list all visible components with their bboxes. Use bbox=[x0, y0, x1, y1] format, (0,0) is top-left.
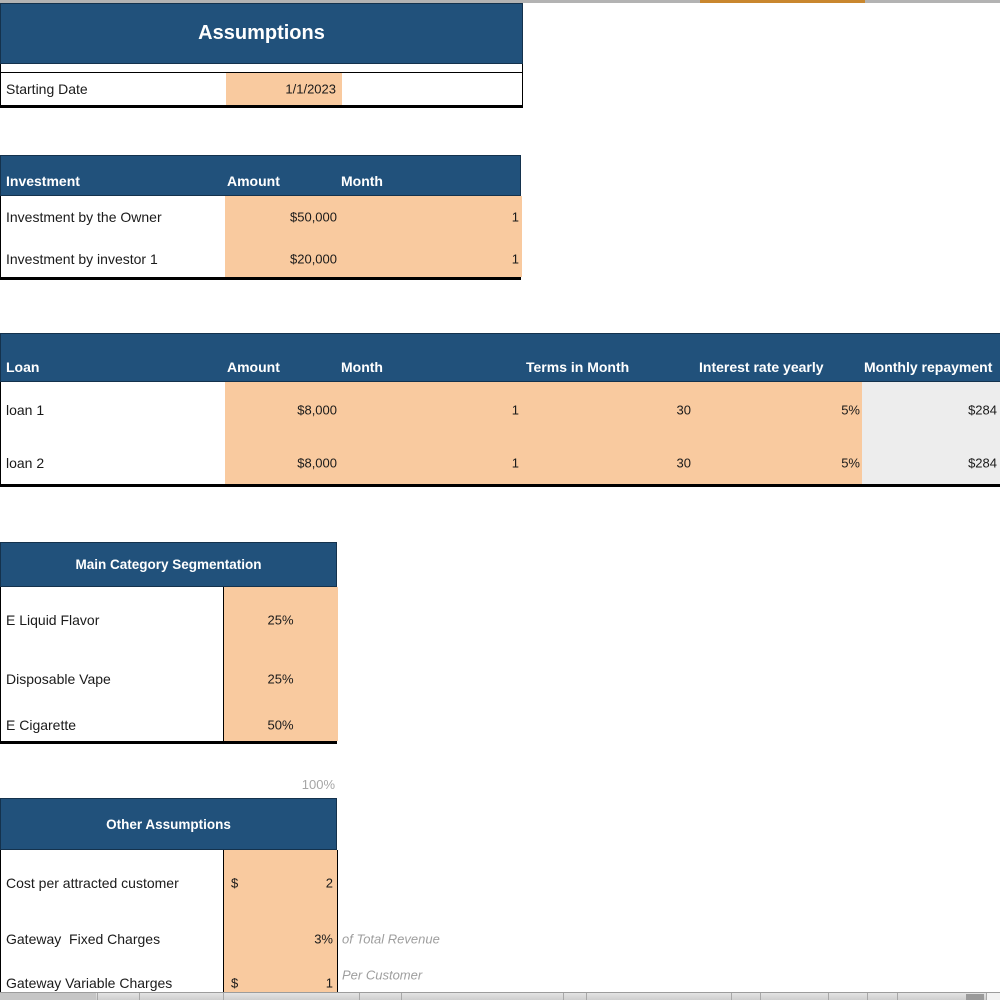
other-assumptions-title: Other Assumptions bbox=[106, 816, 231, 832]
loan-row-label[interactable]: loan 1 bbox=[6, 402, 45, 418]
segmentation-header: Main Category Segmentation bbox=[0, 542, 337, 587]
bottom-scroll-strip[interactable] bbox=[0, 992, 1000, 1000]
bottom-strip-right-tab bbox=[986, 993, 1000, 1000]
investment-month-cell[interactable]: 1 bbox=[511, 209, 519, 225]
segmentation-body: E Liquid Flavor 25% Disposable Vape 25% … bbox=[0, 587, 338, 744]
bottom-strip-thumb[interactable] bbox=[966, 994, 984, 1000]
loan-input-region bbox=[225, 382, 862, 484]
loan-amount-cell[interactable]: $8,000 bbox=[297, 455, 337, 470]
other-assumptions-header: Other Assumptions bbox=[0, 798, 337, 850]
investment-col-month: Month bbox=[341, 173, 383, 189]
loan-col-rate: Interest rate yearly bbox=[699, 359, 824, 375]
other-assumption-label[interactable]: Gateway Fixed Charges bbox=[6, 930, 161, 947]
loan-amount-cell[interactable]: $8,000 bbox=[297, 402, 337, 418]
starting-date-value[interactable]: 1/1/2023 bbox=[285, 81, 336, 97]
other-assumption-note: Per Customer bbox=[342, 967, 423, 983]
other-assumption-label[interactable]: Gateway Variable Charges bbox=[6, 975, 173, 991]
loan-row-label[interactable]: loan 2 bbox=[6, 454, 45, 471]
other-assumption-value-cell[interactable]: 3% bbox=[314, 931, 333, 946]
segmentation-percent-cell[interactable]: 50% bbox=[267, 717, 294, 732]
starting-date-label[interactable]: Starting Date bbox=[6, 81, 88, 97]
loan-col-amount: Amount bbox=[227, 359, 280, 375]
investment-header: Investment Amount Month bbox=[0, 155, 521, 196]
other-assumption-row: Gateway Fixed Charges 3% of Total Revenu… bbox=[1, 915, 440, 962]
investment-row: Investment by investor 1 $20,000 1 bbox=[1, 238, 520, 280]
segmentation-row-label[interactable]: E Liquid Flavor bbox=[6, 612, 100, 628]
assumptions-header: Assumptions bbox=[0, 3, 523, 64]
segmentation-percent-cell[interactable]: 25% bbox=[267, 671, 294, 687]
investment-row: Investment by the Owner $50,000 1 bbox=[1, 196, 520, 238]
segmentation-row: E Cigarette 50% bbox=[1, 705, 336, 744]
other-assumption-value-cell[interactable]: 2 bbox=[325, 875, 333, 890]
loan-terms-cell[interactable]: 30 bbox=[676, 455, 691, 470]
investment-title: Investment bbox=[6, 173, 80, 189]
segmentation-row-label[interactable]: E Cigarette bbox=[6, 716, 77, 733]
loan-repayment-cell[interactable]: $284 bbox=[968, 402, 997, 418]
segmentation-row: E Liquid Flavor 25% bbox=[1, 587, 336, 653]
other-assumptions-input-region bbox=[223, 850, 338, 1000]
loan-month-cell[interactable]: 1 bbox=[511, 455, 519, 470]
loan-calculated-region bbox=[862, 382, 1000, 484]
top-gridline-strip bbox=[0, 0, 1000, 3]
loan-rate-cell[interactable]: 5% bbox=[841, 402, 860, 418]
investment-row-label[interactable]: Investment by investor 1 bbox=[6, 251, 158, 267]
segmentation-input-region bbox=[223, 587, 338, 741]
segmentation-percent-cell[interactable]: 25% bbox=[267, 612, 294, 628]
loan-row: loan 1 $8,000 1 30 5% $284 bbox=[1, 382, 1000, 438]
other-assumption-row: Gateway Variable Charges $ 1 Per Custome… bbox=[1, 962, 422, 1000]
other-assumption-value-cell[interactable]: 1 bbox=[325, 975, 333, 991]
loan-header: Loan Amount Month Terms in Month Interes… bbox=[0, 333, 1000, 382]
investment-input-region bbox=[225, 196, 522, 277]
segmentation-row-label[interactable]: Disposable Vape bbox=[6, 671, 111, 687]
investment-amount-cell[interactable]: $50,000 bbox=[290, 209, 337, 225]
other-assumption-label[interactable]: Cost per attracted customer bbox=[6, 874, 179, 891]
segmentation-title: Main Category Segmentation bbox=[75, 557, 262, 572]
loan-terms-cell[interactable]: 30 bbox=[676, 402, 691, 418]
assumptions-spacer-row bbox=[0, 64, 523, 72]
investment-row-label[interactable]: Investment by the Owner bbox=[6, 209, 162, 225]
loan-col-repayment: Monthly repayment bbox=[864, 359, 993, 375]
assumptions-title: Assumptions bbox=[198, 22, 325, 44]
investment-col-amount: Amount bbox=[227, 173, 280, 189]
investment-month-cell[interactable]: 1 bbox=[511, 251, 519, 267]
loan-repayment-cell[interactable]: $284 bbox=[968, 455, 997, 470]
loan-col-month: Month bbox=[341, 359, 383, 375]
starting-date-input-cell[interactable] bbox=[226, 73, 342, 105]
starting-date-row: Starting Date 1/1/2023 bbox=[0, 72, 523, 108]
currency-symbol: $ bbox=[231, 875, 239, 890]
loan-month-cell[interactable]: 1 bbox=[511, 402, 519, 418]
segmentation-total: 100% bbox=[301, 777, 335, 792]
loan-body: loan 1 $8,000 1 30 5% $284 loan 2 $8,000… bbox=[0, 382, 1000, 487]
other-assumption-row: Cost per attracted customer $ 2 bbox=[1, 850, 336, 915]
loan-col-terms: Terms in Month bbox=[526, 359, 630, 375]
investment-body: Investment by the Owner $50,000 1 Invest… bbox=[0, 196, 522, 280]
segmentation-row: Disposable Vape 25% bbox=[1, 653, 336, 705]
other-assumptions-body: Cost per attracted customer $ 2 Gateway … bbox=[0, 850, 440, 1000]
investment-amount-cell[interactable]: $20,000 bbox=[290, 251, 337, 267]
top-orange-cell-fragment bbox=[700, 0, 865, 3]
other-assumption-note: of Total Revenue bbox=[342, 931, 440, 946]
loan-rate-cell[interactable]: 5% bbox=[841, 455, 860, 470]
currency-symbol: $ bbox=[231, 975, 239, 991]
loan-row: loan 2 $8,000 1 30 5% $284 bbox=[1, 438, 1000, 487]
loan-title: Loan bbox=[6, 359, 40, 375]
bottom-strip-left-segment bbox=[0, 993, 96, 1000]
